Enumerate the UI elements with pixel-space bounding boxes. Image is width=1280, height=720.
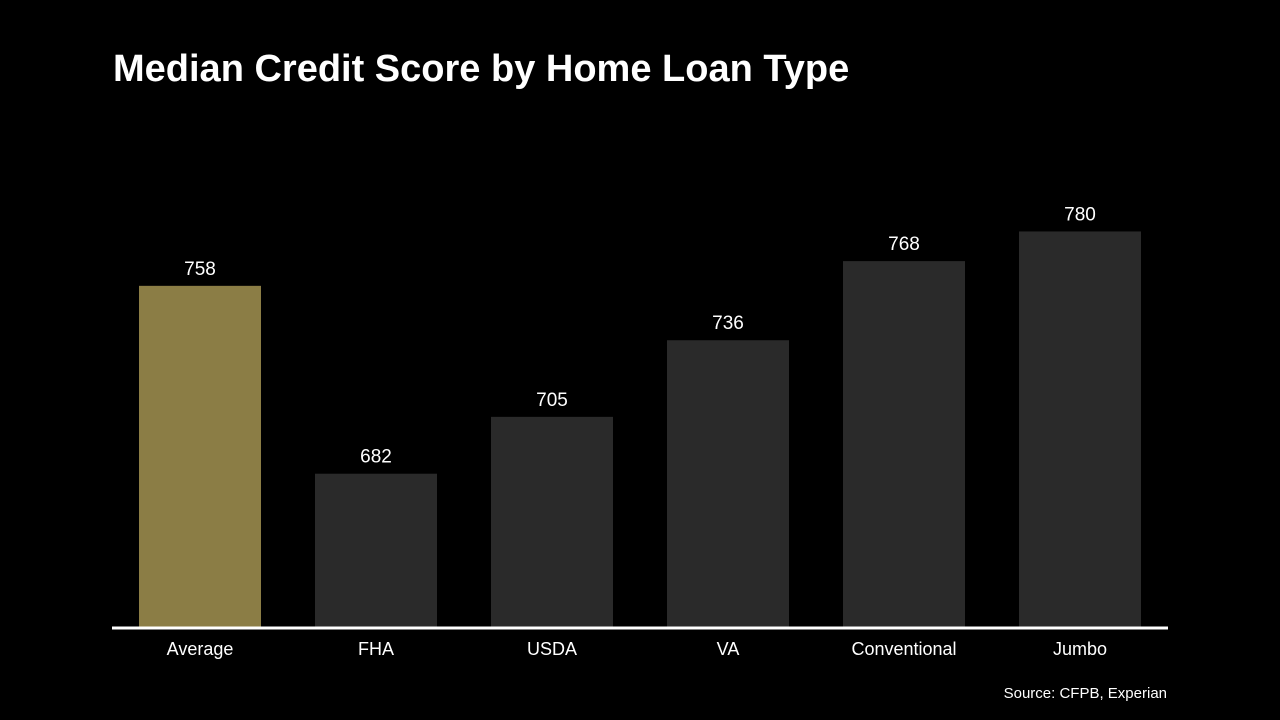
value-label: 758 (184, 259, 216, 280)
x-tick-label: FHA (358, 639, 394, 659)
x-tick-label: USDA (527, 639, 577, 659)
bar (667, 340, 789, 627)
value-label: 736 (712, 313, 744, 334)
x-tick-label: Conventional (851, 639, 956, 659)
x-tick-label: Jumbo (1053, 639, 1107, 659)
bar (491, 416, 613, 627)
bar (139, 285, 261, 627)
bar (1019, 231, 1141, 627)
x-tick-label: Average (167, 639, 234, 659)
value-label: 780 (1064, 204, 1096, 225)
source-note: Source: CFPB, Experian (1004, 685, 1167, 702)
bar (315, 473, 437, 627)
value-label: 682 (360, 447, 392, 468)
value-label: 705 (536, 390, 568, 411)
x-tick-label: VA (717, 639, 740, 659)
chart-title: Median Credit Score by Home Loan Type (113, 48, 849, 90)
bar (843, 261, 965, 627)
value-label: 768 (888, 234, 920, 255)
